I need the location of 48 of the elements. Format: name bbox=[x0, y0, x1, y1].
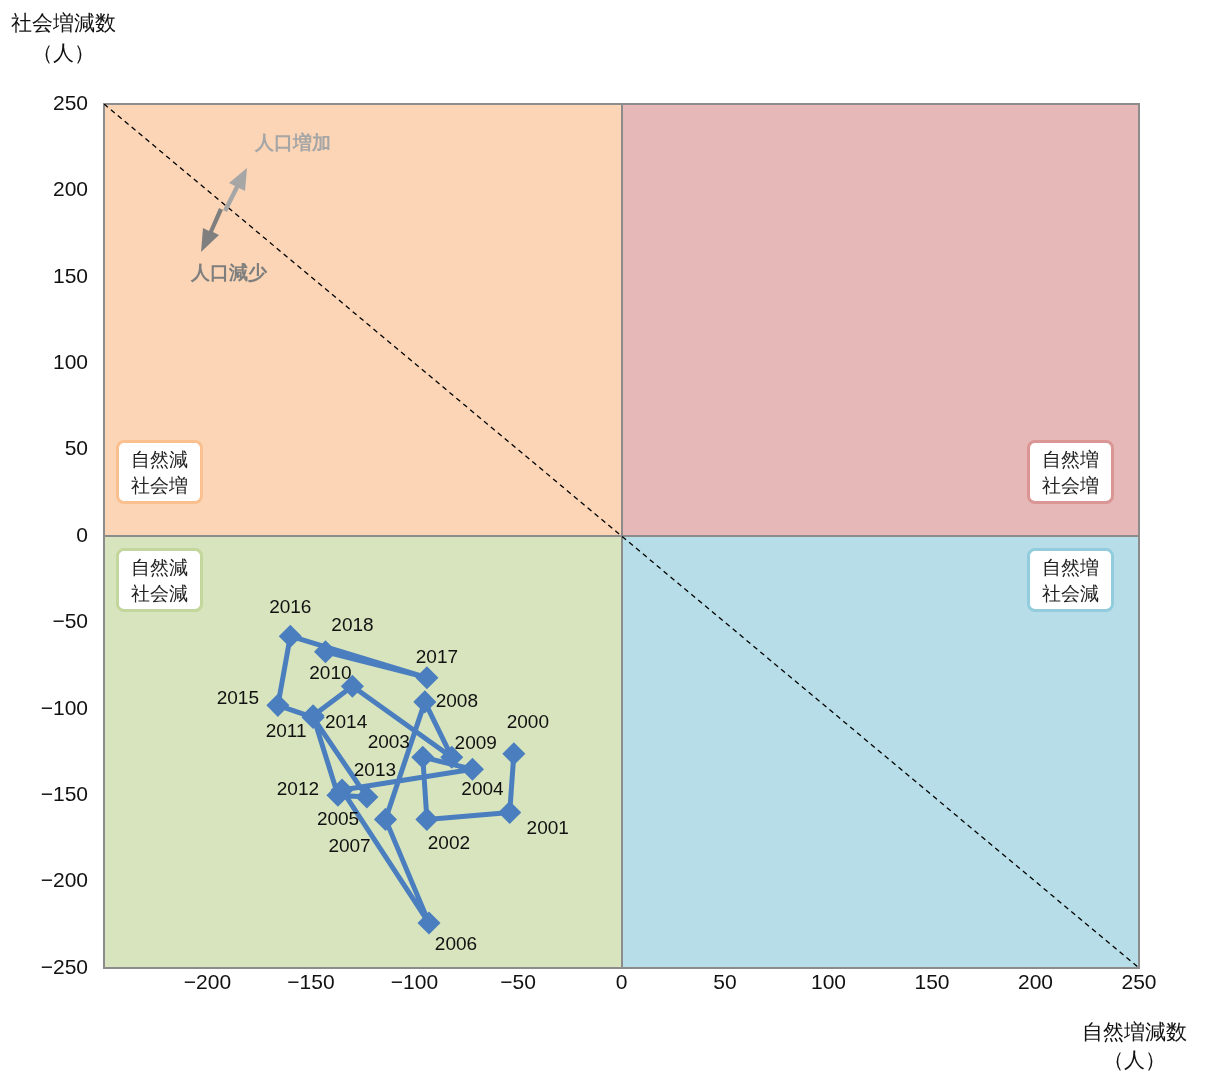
annotation: 自然増社会増 bbox=[1027, 439, 1114, 504]
annotation: 2006 bbox=[434, 933, 478, 955]
annotation: 人口減少 bbox=[190, 259, 267, 285]
x-tick-label: 100 bbox=[810, 970, 847, 994]
x-tick-label: 0 bbox=[615, 970, 628, 994]
annotation: 2001 bbox=[526, 816, 569, 838]
annotation: 2018 bbox=[331, 614, 374, 636]
annotation: 2004 bbox=[461, 777, 505, 799]
annotation: 2012 bbox=[276, 778, 320, 800]
x-tick-label: 200 bbox=[1017, 970, 1054, 994]
annotation: 自然減社会増 bbox=[116, 439, 203, 504]
annotation: 2010 bbox=[309, 661, 352, 683]
x-tick-label: 50 bbox=[713, 970, 737, 994]
annotation: 2003 bbox=[367, 731, 410, 753]
annotation: 2002 bbox=[427, 831, 471, 853]
x-tick-label: 150 bbox=[914, 970, 950, 994]
annotation: 2016 bbox=[269, 596, 312, 618]
y-tick-label: −150 bbox=[40, 782, 88, 805]
annotation: 2013 bbox=[353, 759, 397, 781]
annotation: 2017 bbox=[415, 645, 459, 667]
x-axis-title: 自然増減数（人） bbox=[1081, 1019, 1189, 1072]
annotation: 2011 bbox=[265, 719, 307, 741]
x-tick-label: −50 bbox=[500, 970, 536, 994]
x-tick-label: 250 bbox=[1121, 970, 1157, 994]
y-tick-label: 50 bbox=[64, 436, 88, 460]
annotation: 自然減社会減 bbox=[116, 548, 203, 612]
annotation: 2008 bbox=[435, 690, 478, 712]
x-tick-label: −100 bbox=[390, 970, 439, 994]
annotation: 2014 bbox=[324, 710, 368, 732]
annotation: 2009 bbox=[454, 732, 497, 754]
y-tick-label: −50 bbox=[52, 609, 88, 633]
y-tick-label: −200 bbox=[40, 868, 88, 892]
y-tick-label: −250 bbox=[40, 954, 88, 978]
annotation: 2007 bbox=[328, 834, 371, 856]
x-tick-label: −200 bbox=[183, 970, 232, 994]
annotation: 2015 bbox=[216, 686, 260, 708]
annotation: 自然増社会減 bbox=[1027, 548, 1114, 612]
annotation: 2000 bbox=[506, 710, 549, 732]
y-tick-label: 150 bbox=[52, 263, 88, 287]
y-axis-title: 社会増減数（人） bbox=[10, 10, 118, 67]
annotation: 人口増加 bbox=[255, 130, 332, 155]
y-tick-label: −100 bbox=[40, 695, 88, 719]
x-tick-label: −150 bbox=[287, 970, 335, 994]
y-tick-label: 250 bbox=[52, 90, 88, 114]
y-tick-label: 0 bbox=[76, 522, 88, 546]
annotation: 2005 bbox=[316, 808, 360, 830]
y-tick-label: 100 bbox=[52, 350, 88, 373]
y-tick-label: 200 bbox=[52, 177, 88, 201]
